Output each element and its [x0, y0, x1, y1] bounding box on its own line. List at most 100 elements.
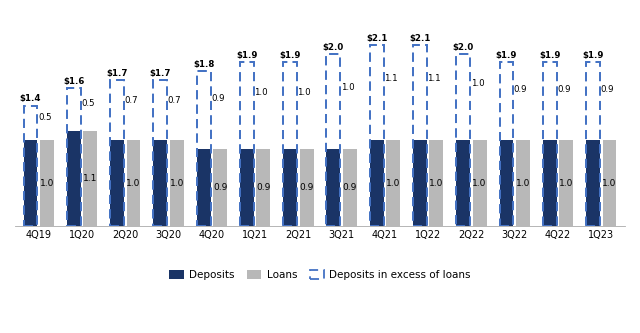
- Bar: [343, 149, 356, 226]
- Bar: [83, 132, 97, 226]
- Text: 0.9: 0.9: [342, 183, 357, 192]
- Text: 0.5: 0.5: [81, 99, 95, 108]
- Bar: [370, 45, 383, 140]
- Bar: [110, 80, 124, 226]
- Bar: [326, 54, 340, 149]
- Text: 1.0: 1.0: [126, 179, 141, 188]
- Text: 0.9: 0.9: [256, 183, 271, 192]
- Bar: [284, 62, 297, 149]
- Bar: [67, 88, 81, 226]
- Bar: [456, 54, 470, 226]
- Bar: [257, 149, 270, 226]
- Bar: [67, 88, 81, 132]
- Text: $1.9: $1.9: [236, 51, 257, 60]
- Text: 1.0: 1.0: [386, 179, 400, 188]
- Bar: [240, 62, 254, 226]
- Bar: [413, 45, 427, 226]
- Bar: [586, 62, 600, 140]
- Bar: [24, 106, 38, 226]
- Text: $1.7: $1.7: [106, 69, 128, 78]
- Text: 0.9: 0.9: [211, 94, 225, 103]
- Text: 1.0: 1.0: [470, 80, 484, 89]
- Bar: [543, 62, 557, 226]
- Bar: [24, 106, 38, 226]
- Bar: [196, 71, 211, 226]
- Bar: [456, 54, 470, 226]
- Bar: [213, 149, 227, 226]
- Bar: [429, 140, 444, 226]
- Bar: [240, 62, 254, 149]
- Bar: [240, 62, 254, 226]
- Text: 1.0: 1.0: [340, 83, 355, 92]
- Text: 0.9: 0.9: [600, 85, 614, 94]
- Bar: [154, 80, 167, 226]
- Bar: [413, 45, 427, 226]
- Bar: [586, 62, 600, 226]
- Bar: [127, 140, 140, 226]
- Bar: [196, 71, 211, 226]
- Bar: [40, 140, 54, 226]
- Bar: [500, 62, 513, 226]
- Bar: [586, 62, 600, 226]
- Text: 1.0: 1.0: [602, 179, 616, 188]
- Bar: [284, 62, 297, 226]
- Text: 1.0: 1.0: [516, 179, 530, 188]
- Text: 1.0: 1.0: [559, 179, 573, 188]
- Text: $2.0: $2.0: [452, 43, 474, 52]
- Bar: [543, 62, 557, 226]
- Bar: [456, 54, 470, 226]
- Bar: [67, 88, 81, 226]
- Bar: [170, 140, 184, 226]
- Bar: [196, 71, 211, 226]
- Bar: [300, 149, 314, 226]
- Text: $2.0: $2.0: [323, 43, 344, 52]
- Text: 1.1: 1.1: [83, 174, 97, 183]
- Bar: [154, 80, 167, 140]
- Text: 0.9: 0.9: [300, 183, 314, 192]
- Bar: [516, 140, 530, 226]
- Bar: [500, 62, 513, 226]
- Bar: [326, 54, 340, 226]
- Bar: [240, 62, 254, 226]
- Bar: [370, 45, 383, 226]
- Bar: [543, 62, 557, 140]
- Bar: [370, 45, 383, 226]
- Text: 1.0: 1.0: [40, 179, 54, 188]
- Bar: [284, 62, 297, 226]
- Bar: [370, 45, 383, 226]
- Bar: [110, 80, 124, 140]
- Text: $1.8: $1.8: [193, 60, 214, 69]
- Bar: [110, 80, 124, 226]
- Bar: [473, 140, 486, 226]
- Text: $2.1: $2.1: [366, 34, 387, 43]
- Bar: [386, 140, 400, 226]
- Text: $1.9: $1.9: [280, 51, 301, 60]
- Bar: [413, 45, 427, 140]
- Text: $1.7: $1.7: [150, 69, 171, 78]
- Bar: [413, 45, 427, 226]
- Text: $1.6: $1.6: [63, 77, 84, 86]
- Text: $1.4: $1.4: [20, 94, 42, 104]
- Bar: [24, 106, 38, 140]
- Bar: [24, 106, 38, 226]
- Text: $1.9: $1.9: [539, 51, 561, 60]
- Bar: [284, 62, 297, 226]
- Bar: [326, 54, 340, 226]
- Bar: [559, 140, 573, 226]
- Bar: [586, 62, 600, 226]
- Text: 0.7: 0.7: [124, 96, 138, 105]
- Text: 0.9: 0.9: [557, 85, 571, 94]
- Text: 1.0: 1.0: [254, 88, 268, 97]
- Bar: [154, 80, 167, 226]
- Text: 0.9: 0.9: [514, 85, 527, 94]
- Legend: Deposits, Loans, Deposits in excess of loans: Deposits, Loans, Deposits in excess of l…: [165, 266, 475, 284]
- Bar: [602, 140, 616, 226]
- Text: 1.0: 1.0: [472, 179, 487, 188]
- Text: 1.0: 1.0: [298, 88, 311, 97]
- Text: 1.1: 1.1: [428, 74, 441, 83]
- Bar: [500, 62, 513, 226]
- Text: $2.1: $2.1: [409, 34, 431, 43]
- Text: 0.5: 0.5: [38, 113, 52, 122]
- Bar: [110, 80, 124, 226]
- Text: $1.9: $1.9: [582, 51, 604, 60]
